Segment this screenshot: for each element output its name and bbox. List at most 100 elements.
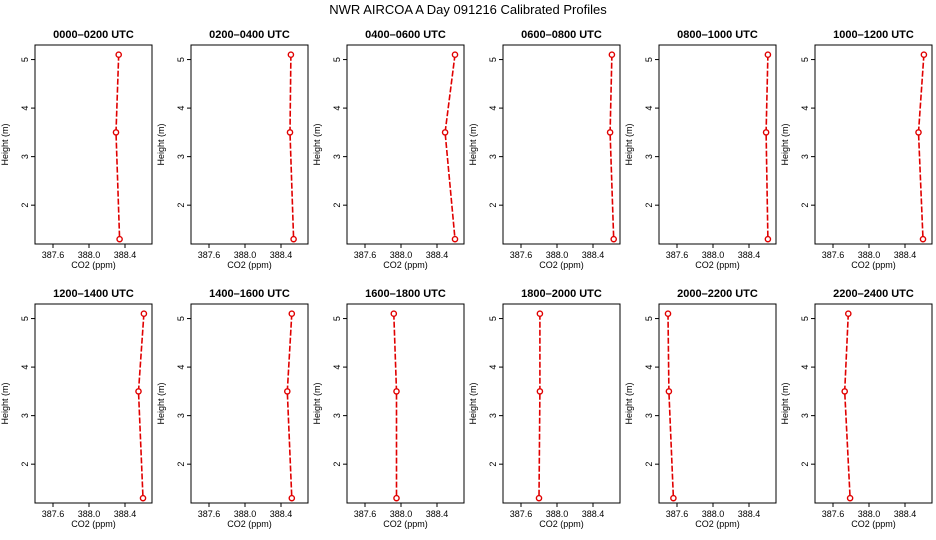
y-axis-label: Height (m) — [624, 382, 634, 424]
y-axis-label: Height (m) — [312, 382, 322, 424]
x-axis-label: CO2 (ppm) — [695, 519, 740, 529]
data-point — [139, 494, 147, 502]
y-tick-label: 3 — [332, 154, 342, 159]
data-point — [610, 235, 618, 243]
x-tick-label: 388.0 — [858, 250, 881, 260]
y-tick-label: 3 — [644, 413, 654, 418]
plot-frame — [346, 303, 465, 504]
y-tick-label: 5 — [176, 316, 186, 321]
y-tick-label: 4 — [488, 365, 498, 370]
data-point — [845, 310, 852, 318]
profile-line — [286, 313, 293, 499]
y-tick-label: 3 — [20, 154, 30, 159]
plot-frame — [502, 303, 621, 504]
x-tick-label: 388.4 — [894, 250, 917, 260]
panel-3: 0400–0600 UTC 387.6 388.0 388.4 2 3 4 5 CO2 (ppm… — [312, 29, 465, 270]
profile-line — [137, 313, 145, 499]
profile-line — [289, 54, 295, 240]
y-tick-label: 2 — [176, 203, 186, 208]
y-tick-label: 4 — [332, 106, 342, 111]
x-tick-label: 387.6 — [510, 509, 533, 519]
data-point — [606, 129, 614, 136]
panel-2: 0200–0400 UTC 387.6 388.0 388.4 2 3 4 5 CO2 (ppm… — [156, 29, 309, 270]
profile-line — [667, 313, 675, 499]
y-tick-label: 5 — [644, 57, 654, 62]
profile-line — [444, 54, 456, 240]
y-tick-label: 2 — [332, 462, 342, 467]
data-point — [286, 129, 294, 136]
x-tick-label: 387.6 — [666, 250, 689, 260]
y-tick-label: 4 — [20, 365, 30, 370]
panel-title: 0000–0200 UTC — [53, 29, 134, 41]
x-tick-label: 388.4 — [738, 509, 761, 519]
plot-frame — [34, 44, 153, 245]
y-axis-label: Height (m) — [0, 123, 10, 165]
x-tick-label: 388.4 — [114, 250, 137, 260]
x-tick-label: 388.0 — [234, 250, 257, 260]
y-axis-label: Height (m) — [156, 382, 166, 424]
y-axis-label: Height (m) — [156, 123, 166, 165]
y-tick-label: 2 — [488, 203, 498, 208]
data-point — [290, 235, 297, 243]
x-axis-label: CO2 (ppm) — [851, 260, 896, 270]
panel-title: 2200–2400 UTC — [833, 288, 914, 300]
panel-5: 0800–1000 UTC 387.6 388.0 388.4 2 3 4 5 CO2 (ppm… — [624, 29, 777, 270]
panel-title: 1800–2000 UTC — [521, 288, 602, 300]
x-tick-label: 388.0 — [78, 250, 101, 260]
x-axis-label: CO2 (ppm) — [383, 260, 428, 270]
plot-frame — [502, 44, 621, 245]
data-point — [536, 388, 544, 395]
x-tick-label: 388.0 — [546, 509, 569, 519]
y-tick-label: 4 — [644, 106, 654, 111]
y-tick-label: 5 — [176, 57, 186, 62]
y-tick-label: 2 — [176, 462, 186, 467]
panel-grid: 0000–0200 UTC 387.6 388.0 388.4 2 3 4 5 CO2 (ppm… — [0, 29, 933, 529]
x-tick-label: 387.6 — [822, 250, 845, 260]
x-axis-label: CO2 (ppm) — [227, 260, 272, 270]
data-point — [288, 494, 296, 502]
plot-frame — [814, 303, 933, 504]
y-tick-label: 3 — [800, 154, 810, 159]
profile-line — [393, 313, 398, 499]
profile-line — [115, 54, 121, 240]
y-tick-label: 2 — [644, 203, 654, 208]
plot-frame — [814, 44, 933, 245]
y-tick-label: 4 — [176, 365, 186, 370]
y-tick-label: 4 — [176, 106, 186, 111]
x-tick-label: 387.6 — [354, 509, 377, 519]
panel-title: 1200–1400 UTC — [53, 288, 134, 300]
x-tick-label: 388.0 — [78, 509, 101, 519]
data-point — [915, 129, 922, 136]
profile-line — [609, 54, 615, 240]
x-tick-label: 388.0 — [702, 250, 725, 260]
x-axis-label: CO2 (ppm) — [227, 519, 272, 529]
data-point — [451, 235, 459, 243]
y-tick-label: 3 — [644, 154, 654, 159]
x-tick-label: 388.4 — [426, 509, 449, 519]
data-point — [665, 388, 673, 395]
data-point — [846, 494, 854, 502]
profile-line — [765, 54, 769, 240]
data-point — [764, 235, 772, 243]
x-tick-label: 388.0 — [546, 250, 569, 260]
y-axis-label: Height (m) — [468, 382, 478, 424]
panel-12: 2200–2400 UTC 387.6 388.0 388.4 2 3 4 5 CO2 (ppm… — [780, 288, 933, 529]
data-point — [441, 129, 449, 136]
plot-frame — [34, 303, 153, 504]
y-tick-label: 4 — [644, 365, 654, 370]
y-tick-label: 3 — [176, 154, 186, 159]
y-tick-label: 2 — [488, 462, 498, 467]
panel-title: 1400–1600 UTC — [209, 288, 290, 300]
data-point — [140, 310, 148, 318]
x-tick-label: 388.4 — [270, 250, 293, 260]
x-tick-label: 387.6 — [510, 250, 533, 260]
x-tick-label: 387.6 — [198, 250, 221, 260]
profile-line — [843, 313, 851, 499]
x-tick-label: 388.0 — [390, 250, 413, 260]
y-tick-label: 2 — [20, 462, 30, 467]
x-tick-label: 387.6 — [822, 509, 845, 519]
data-point — [287, 51, 295, 59]
data-point — [535, 494, 543, 502]
panel-4: 0600–0800 UTC 387.6 388.0 388.4 2 3 4 5 CO2 (ppm… — [468, 29, 621, 270]
